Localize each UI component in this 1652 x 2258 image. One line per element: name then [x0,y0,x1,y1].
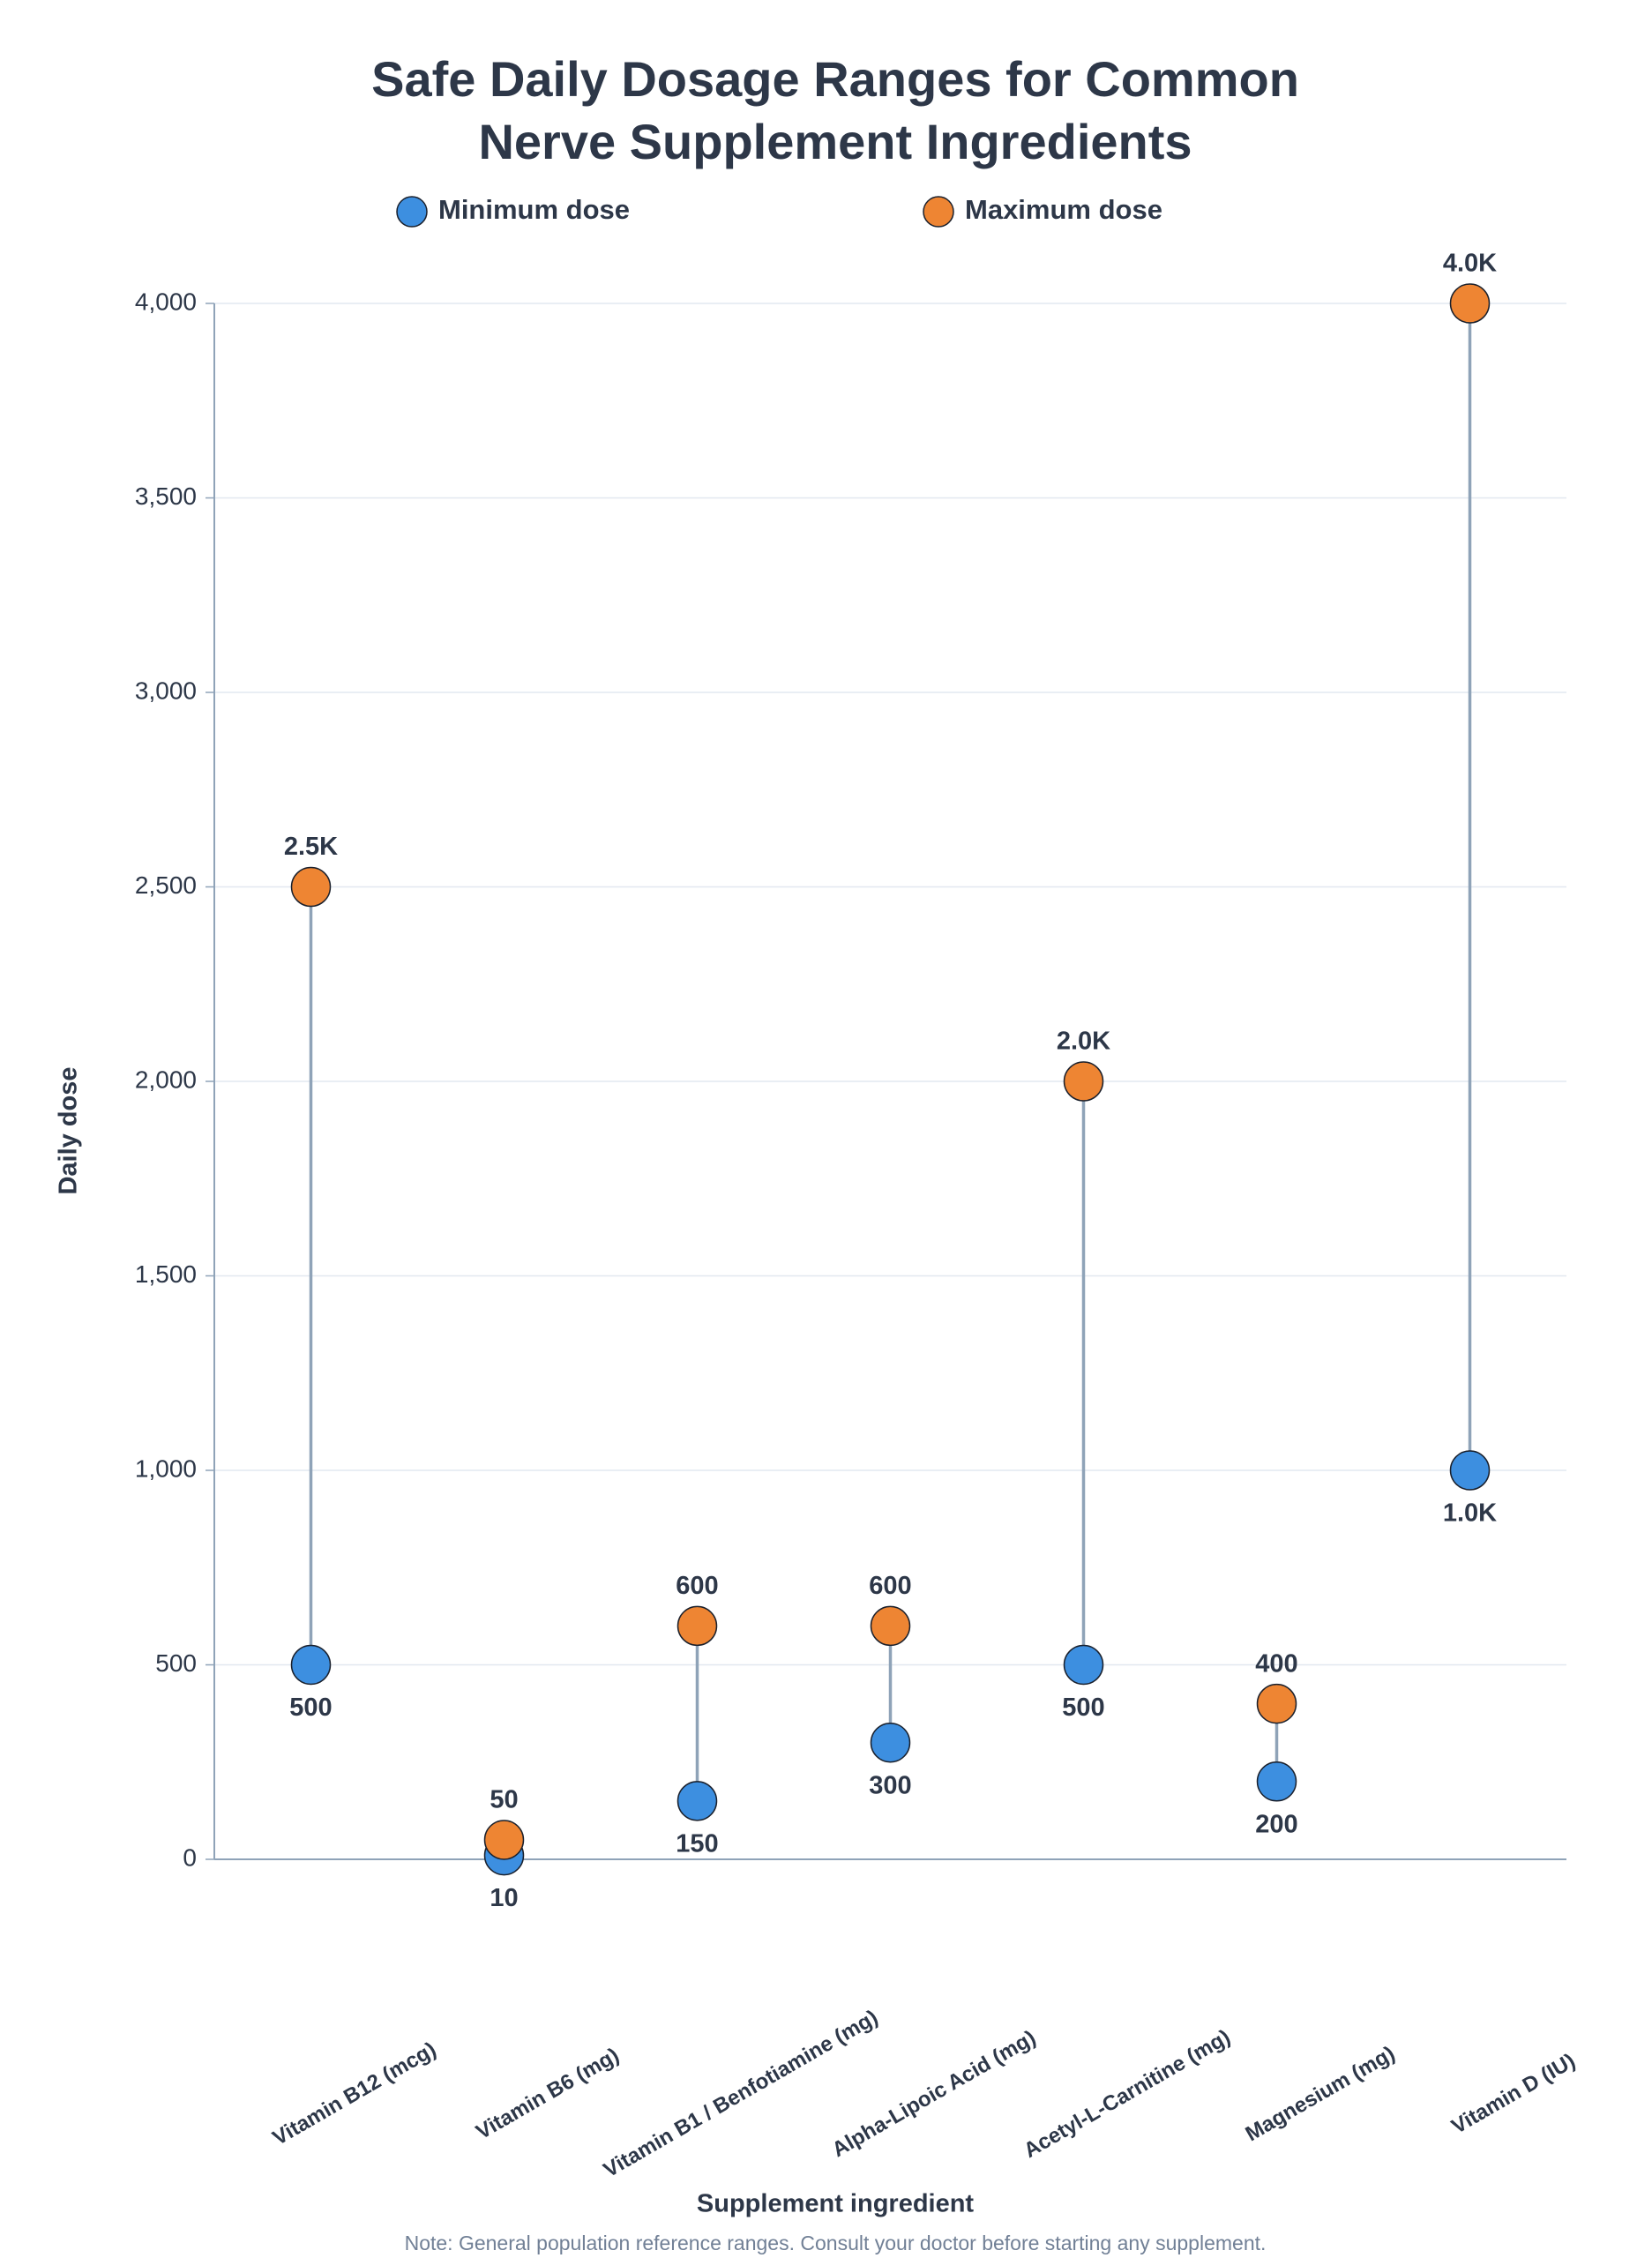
dot [290,866,332,908]
dot [1256,1683,1297,1724]
value-label: 200 [1255,1810,1297,1838]
value-label: 400 [1255,1649,1297,1678]
legend-label: Minimum dose [438,194,630,225]
x-tick-label: Vitamin B6 (mg) [472,2044,623,2145]
y-tick-label: 3,500 [135,482,197,510]
y-tick-label: 4,000 [135,288,197,315]
value-label: 500 [289,1694,332,1722]
dot [290,1644,332,1686]
dot [676,1605,718,1647]
y-tick-label: 1,500 [135,1260,197,1288]
x-tick-label: Vitamin D (IU) [1447,2049,1579,2139]
value-label: 150 [676,1830,718,1858]
y-tick-label: 1,000 [135,1454,197,1482]
y-tick-label: 2,000 [135,1065,197,1093]
dot [870,1605,911,1647]
dot [870,1722,911,1763]
x-tick-label: Acetyl-L-Carnitine (mg) [1020,2025,1234,2163]
value-label: 600 [869,1572,911,1600]
dot [1063,1061,1104,1102]
dot [676,1781,718,1821]
value-label: 50 [490,1786,518,1814]
x-tick-label: Magnesium (mg) [1242,2042,1400,2147]
dot [1449,1450,1491,1491]
dot [1063,1644,1104,1686]
y-tick-label: 3,000 [135,677,197,704]
x-tick-label: Vitamin B12 (mcg) [269,2037,440,2150]
dot [483,1820,525,1860]
value-label: 600 [676,1572,718,1600]
x-tick-label: Alpha-Lipoic Acid (mg) [828,2026,1040,2162]
value-label: 500 [1062,1694,1104,1722]
legend-marker [396,196,428,228]
y-tick-label: 0 [183,1843,197,1871]
value-label: 2.5K [284,833,338,861]
y-tick-label: 500 [155,1649,197,1677]
value-label: 4.0K [1443,250,1497,278]
value-label: 2.0K [1057,1028,1110,1056]
dot [1256,1761,1297,1802]
value-label: 1.0K [1443,1499,1497,1528]
legend-marker [923,196,954,228]
chart-title: Safe Daily Dosage Ranges for Common [371,51,1299,107]
value-label: 10 [490,1884,518,1912]
legend-label: Maximum dose [965,194,1162,225]
note: Note: General population reference range… [405,2232,1267,2254]
x-axis-title: Supplement ingredient [697,2190,975,2218]
y-tick-label: 2,500 [135,871,197,899]
dot [1449,283,1491,324]
y-axis-title: Daily dose [55,1066,83,1194]
value-label: 300 [869,1771,911,1799]
chart-title: Nerve Supplement Ingredients [478,114,1192,169]
